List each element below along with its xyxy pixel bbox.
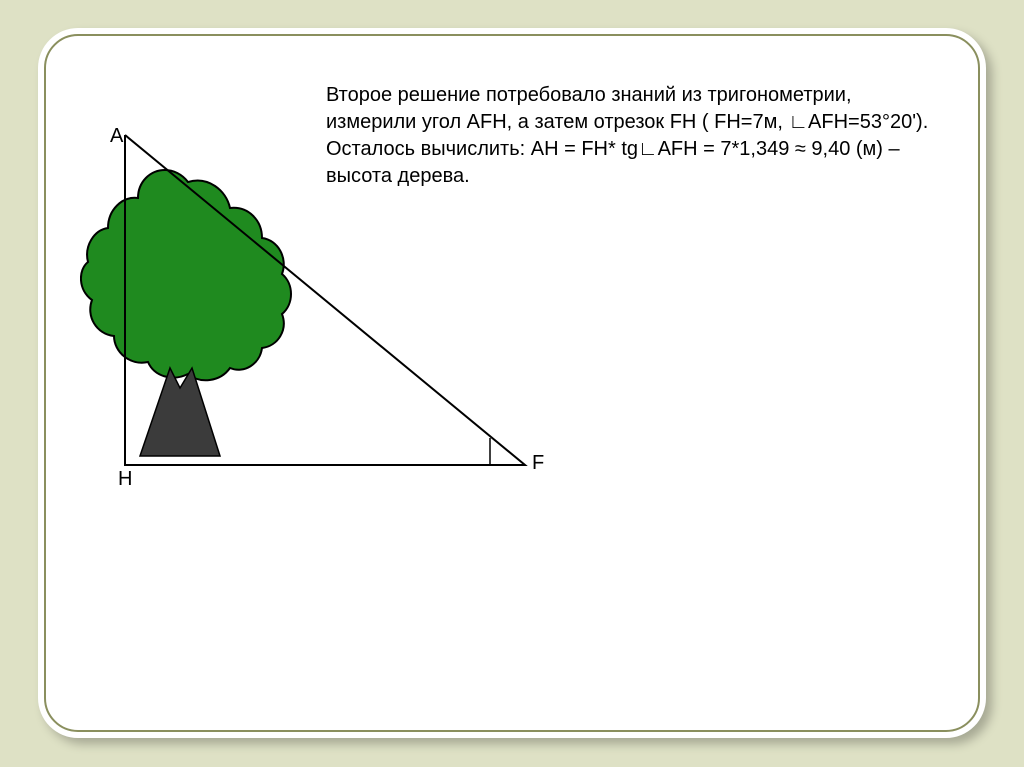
slide-background: Второе решение потребовало знаний из три… — [0, 0, 1024, 767]
tree-trunk-icon — [140, 368, 220, 456]
label-A: A — [110, 125, 123, 148]
geometry-diagram: A H F — [80, 120, 600, 520]
tree-crown-icon — [81, 170, 291, 380]
label-F: F — [532, 452, 544, 475]
label-H: H — [118, 468, 132, 491]
diagram-svg — [80, 120, 600, 520]
